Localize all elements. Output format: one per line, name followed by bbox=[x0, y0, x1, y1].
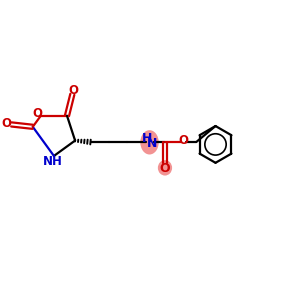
Text: O: O bbox=[32, 107, 42, 120]
Ellipse shape bbox=[158, 160, 172, 176]
Text: H: H bbox=[142, 132, 152, 145]
Text: N: N bbox=[146, 137, 157, 150]
Text: O: O bbox=[178, 134, 189, 147]
Ellipse shape bbox=[140, 130, 159, 154]
Text: O: O bbox=[2, 117, 12, 130]
Text: O: O bbox=[160, 162, 170, 175]
Text: O: O bbox=[68, 84, 78, 97]
Text: NH: NH bbox=[43, 155, 63, 168]
